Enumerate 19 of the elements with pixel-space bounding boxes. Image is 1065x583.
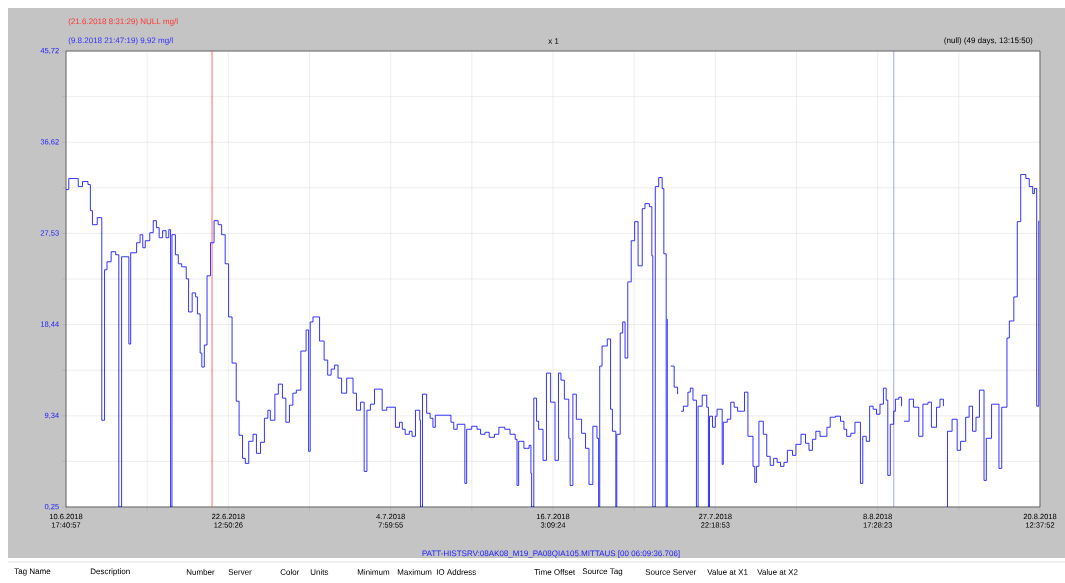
text: Number: [186, 569, 215, 575]
text: Color: [280, 569, 300, 575]
ref-line-label: (9.8.2018 21:47:19) 9,92 mg/l: [68, 37, 173, 45]
ref-line-label: (21.6.2018 8:31:29) NULL mg/l: [68, 18, 178, 26]
text: Tag Name: [14, 568, 51, 576]
text: Description: [90, 568, 130, 576]
text: Units: [310, 569, 329, 575]
source-note: Source Server: [645, 569, 697, 575]
text: x 1: [548, 38, 559, 44]
text: Maximum: [397, 569, 432, 575]
text: Time Offset: [534, 569, 576, 575]
text: PATT-HISTSRV:08AK08_M19_PA08QIA105.MITTAUS [00 06:09:36.706]: [422, 550, 680, 558]
text: (null) (49 days, 13:15:50): [944, 37, 1033, 45]
text: Value at X2: [757, 569, 798, 575]
text: Minimum: [357, 569, 390, 575]
text: Server: [228, 569, 252, 575]
text: Value at X1: [707, 569, 748, 575]
text: IO Address: [436, 569, 476, 575]
source-note: Source Tag: [582, 568, 623, 576]
